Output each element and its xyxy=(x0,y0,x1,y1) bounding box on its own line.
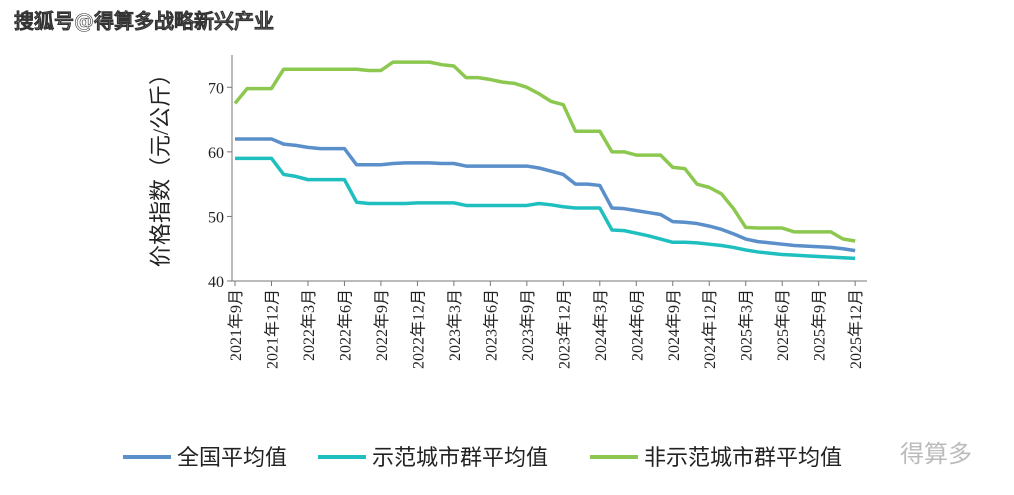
legend-label: 全国平均值 xyxy=(177,445,287,470)
series-line xyxy=(235,137,856,253)
x-tick-label: 2024年12月 xyxy=(701,289,719,369)
x-tick-label: 2021年9月 xyxy=(227,289,245,361)
y-tick-label: 70 xyxy=(208,80,224,97)
x-tick-label: 2022年12月 xyxy=(409,289,427,369)
x-tick-label: 2024年3月 xyxy=(592,289,610,361)
y-tick-label: 50 xyxy=(208,209,224,226)
legend-label: 非示范城市群平均值 xyxy=(644,445,842,470)
x-tick-label: 2024年6月 xyxy=(628,289,646,361)
x-tick-label: 2023年6月 xyxy=(482,289,500,361)
series-line xyxy=(235,156,856,261)
x-tick-label: 2022年9月 xyxy=(373,289,391,361)
watermark: 搜狐号@得算多战略新兴产业 xyxy=(14,9,274,33)
x-tick-label: 2023年12月 xyxy=(555,289,573,369)
legend-label: 示范城市群平均值 xyxy=(372,445,548,470)
x-tick-label: 2025年9月 xyxy=(811,289,829,361)
x-tick-label: 2021年12月 xyxy=(263,289,281,369)
x-tick-label: 2025年6月 xyxy=(774,289,792,361)
y-axis-label: 价格指数（元/公斤） xyxy=(148,63,173,267)
x-tick-label: 2023年9月 xyxy=(519,289,537,361)
x-tick-label: 2022年3月 xyxy=(300,289,318,361)
x-tick-label: 2024年9月 xyxy=(665,289,683,361)
x-tick-label: 2023年3月 xyxy=(446,289,464,361)
x-tick-label: 2025年12月 xyxy=(847,289,865,369)
x-tick-label: 2022年6月 xyxy=(336,289,354,361)
x-tick-label: 2025年3月 xyxy=(738,289,756,361)
y-tick-label: 40 xyxy=(208,274,224,291)
y-tick-label: 60 xyxy=(208,145,224,162)
series-line xyxy=(233,60,856,243)
watermark: 得算多 xyxy=(900,440,972,468)
